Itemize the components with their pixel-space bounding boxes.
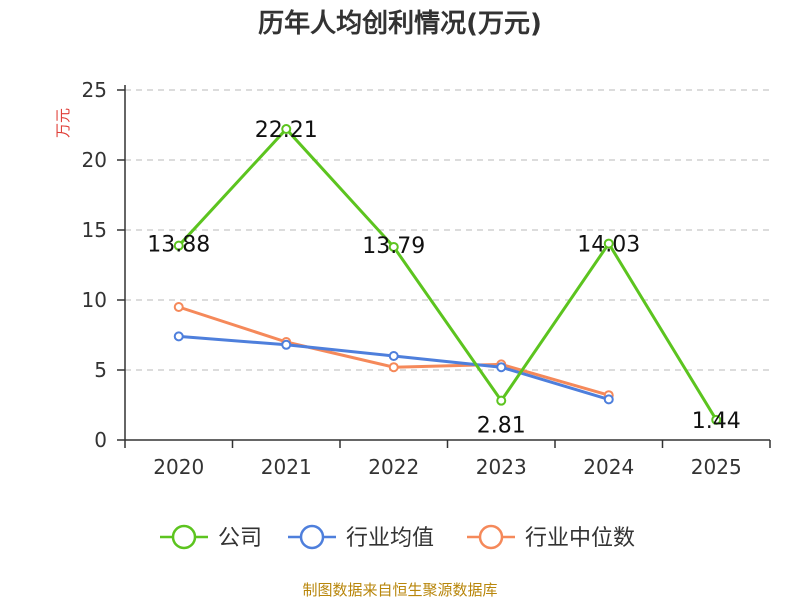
data-label: 14.03 bbox=[577, 233, 640, 258]
series-lines bbox=[173, 124, 722, 425]
source-footer: 制图数据来自恒生聚源数据库 bbox=[302, 581, 497, 599]
data-point-2[interactable] bbox=[173, 302, 184, 312]
x-tick-label: 2023 bbox=[476, 455, 527, 479]
y-tick-label: 10 bbox=[82, 288, 107, 312]
data-point-2[interactable] bbox=[388, 362, 399, 373]
data-point-0[interactable] bbox=[388, 241, 399, 252]
data-point-0[interactable] bbox=[603, 238, 614, 249]
y-tick-label: 15 bbox=[82, 218, 107, 242]
data-point-1[interactable] bbox=[388, 351, 399, 361]
y-tick-label: 25 bbox=[82, 78, 107, 102]
data-label: 2.81 bbox=[477, 414, 526, 439]
grid-lines bbox=[125, 89, 770, 371]
x-tick-label: 2024 bbox=[583, 455, 634, 479]
data-point-0[interactable] bbox=[173, 240, 184, 251]
y-tick-label: 0 bbox=[94, 428, 107, 452]
chart-title: 历年人均创利情况(万元) bbox=[258, 8, 542, 39]
data-point-1[interactable] bbox=[496, 362, 507, 373]
legend-swatch-marker[interactable] bbox=[171, 524, 197, 550]
legend-swatch-marker[interactable] bbox=[478, 524, 504, 550]
data-label: 13.79 bbox=[362, 234, 425, 259]
legend-label[interactable]: 行业中位数 bbox=[525, 526, 635, 551]
data-point-0[interactable] bbox=[281, 124, 292, 135]
data-point-0[interactable] bbox=[496, 395, 507, 406]
data-label: 13.88 bbox=[147, 233, 210, 258]
legend-swatch-marker[interactable] bbox=[299, 524, 325, 550]
x-tick-label: 2025 bbox=[691, 455, 742, 479]
series-line-0 bbox=[177, 127, 718, 422]
legend-label[interactable]: 行业均值 bbox=[346, 526, 434, 551]
x-tick-label: 2021 bbox=[261, 455, 312, 479]
y-tick-label: 5 bbox=[94, 358, 107, 382]
x-tick-label: 2020 bbox=[153, 455, 204, 479]
data-point-0[interactable] bbox=[711, 414, 722, 425]
x-tick-label: 2022 bbox=[368, 455, 419, 479]
data-point-1[interactable] bbox=[173, 331, 184, 342]
y-tick-label: 20 bbox=[82, 148, 107, 172]
data-label: 1.44 bbox=[692, 409, 741, 434]
data-point-1[interactable] bbox=[281, 339, 292, 350]
legend-label[interactable]: 公司 bbox=[218, 526, 262, 551]
data-labels: 13.88 22.21 13.79 2.81 14.03 1.44 bbox=[147, 118, 740, 439]
data-point-1[interactable] bbox=[603, 394, 614, 405]
legend[interactable]: 公司 行业均值 行业中位数 bbox=[160, 524, 635, 551]
data-label: 22.21 bbox=[255, 118, 318, 143]
y-axis-unit-label: 万元 bbox=[54, 108, 72, 138]
